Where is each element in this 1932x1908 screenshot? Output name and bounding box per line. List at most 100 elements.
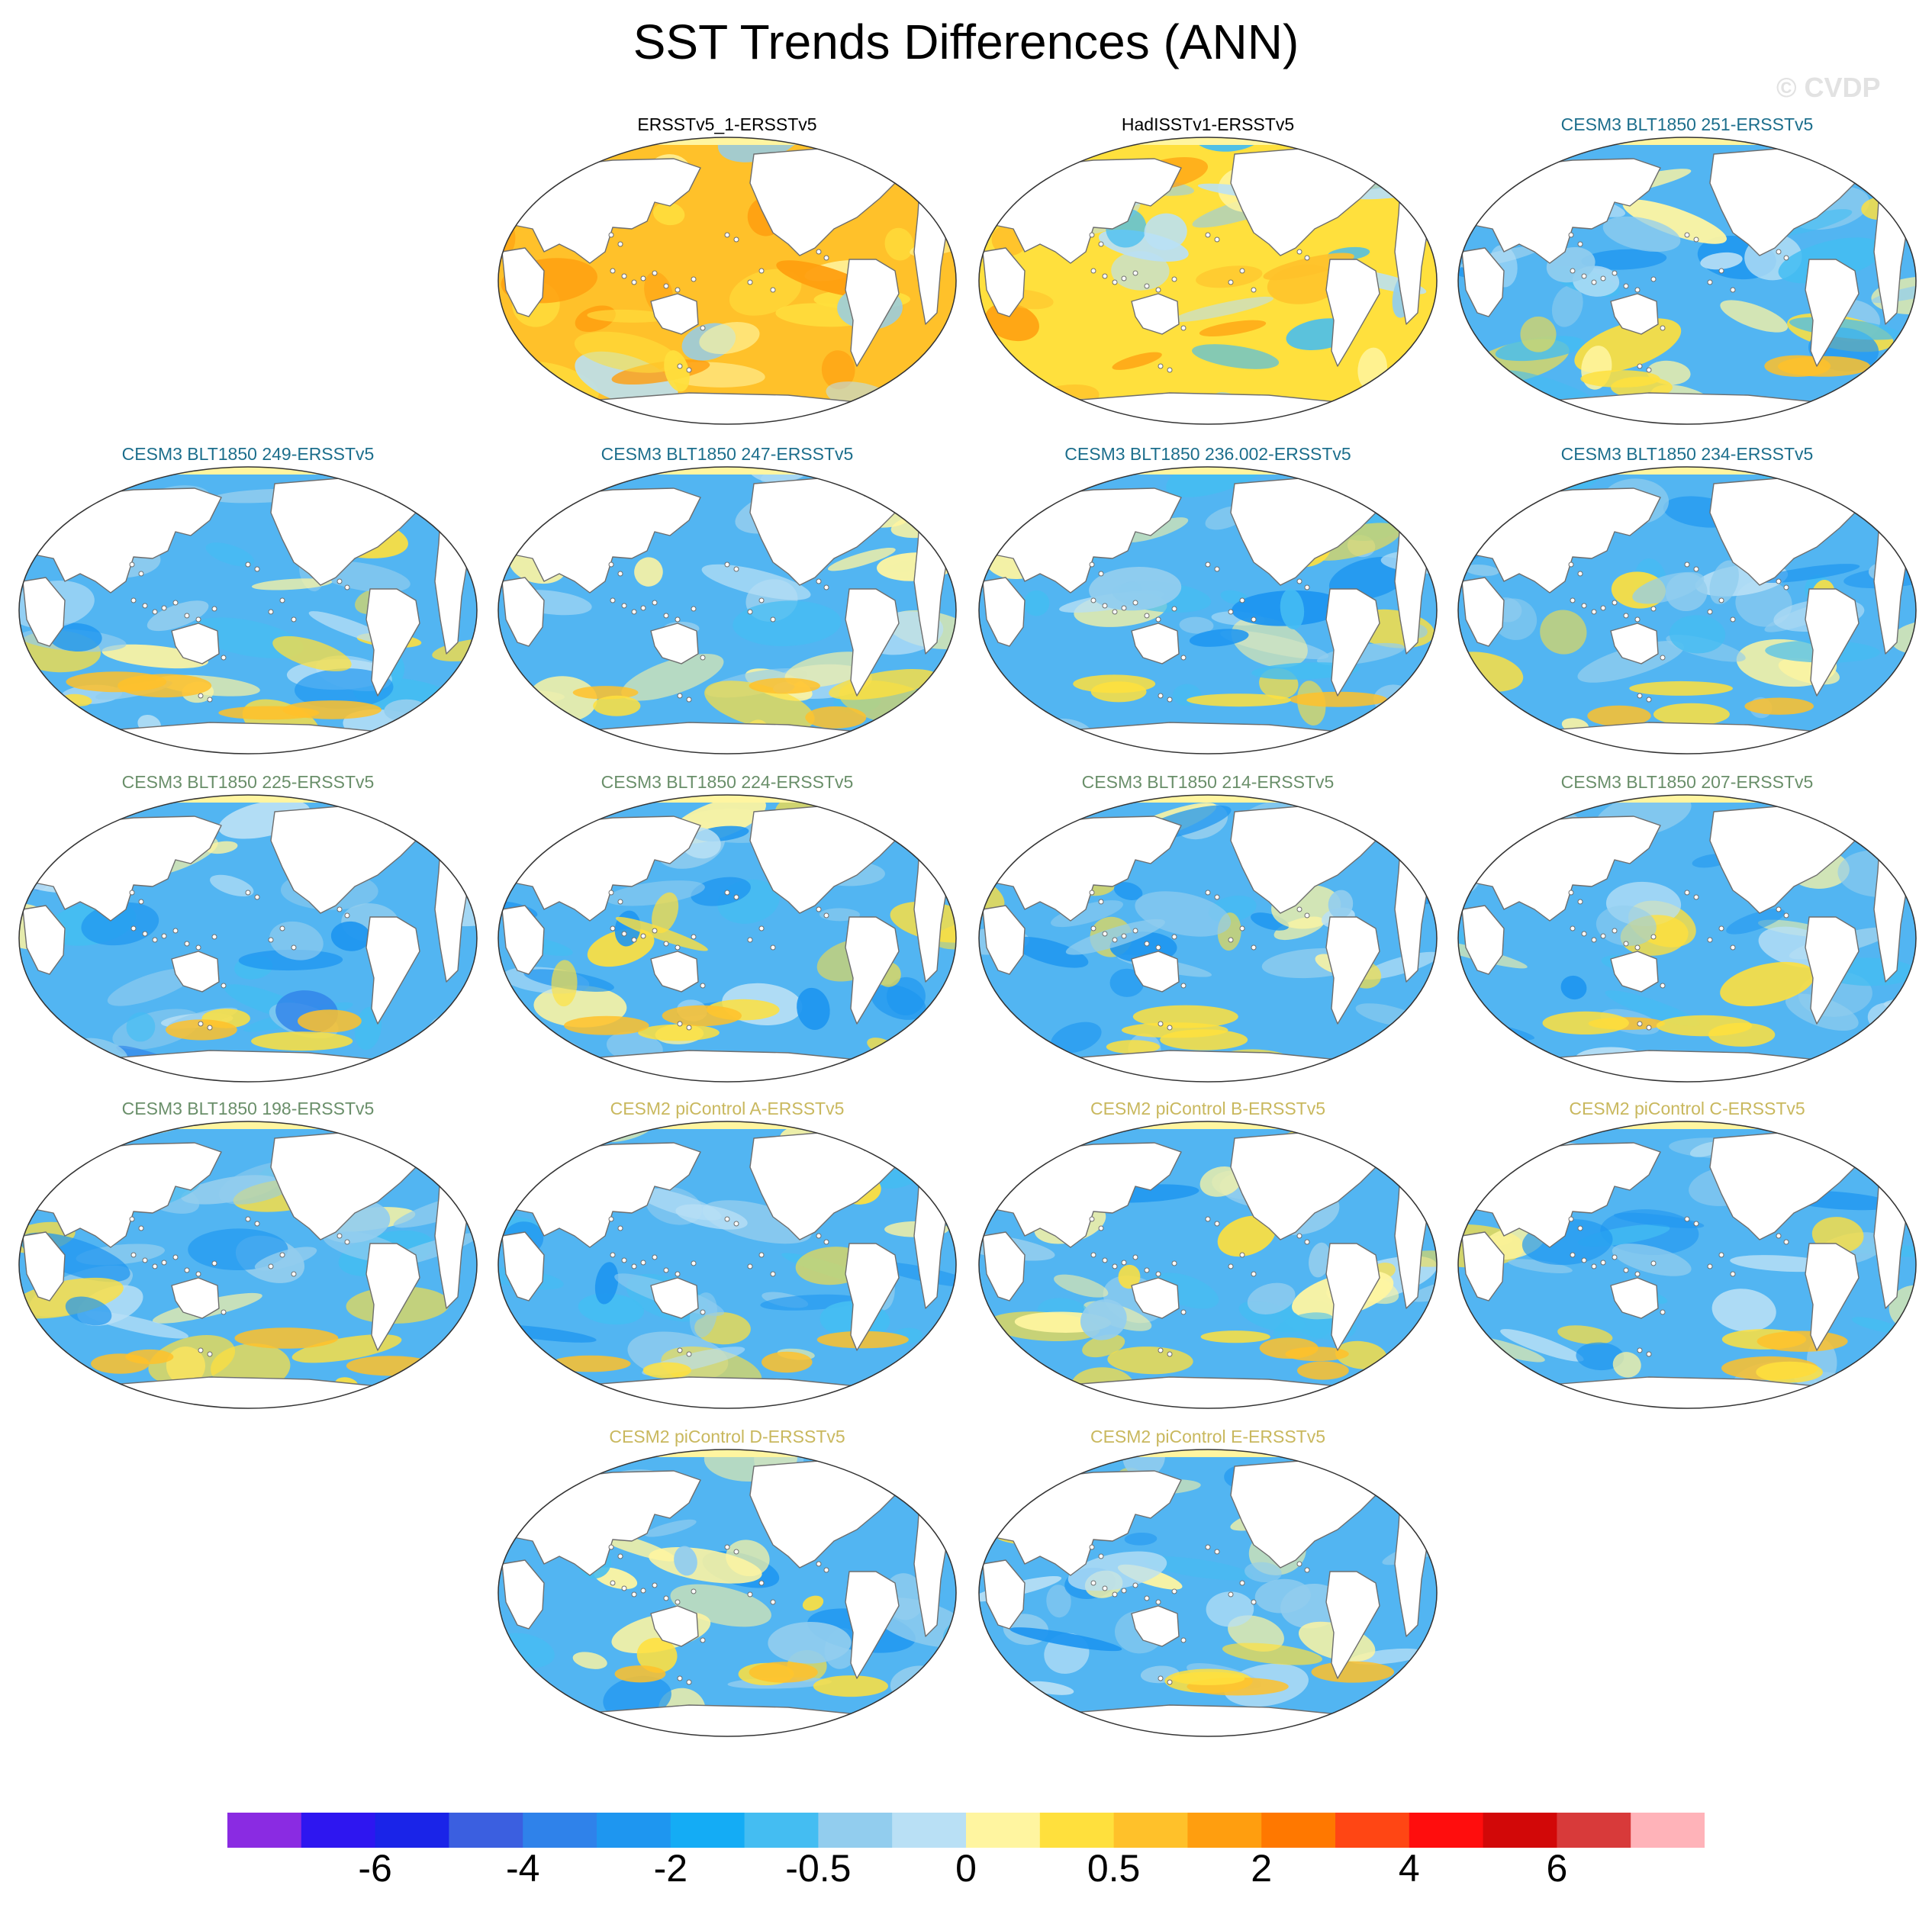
sst-contour-patch <box>802 1595 824 1611</box>
island <box>1581 603 1587 609</box>
sst-contour-patch <box>797 987 830 1030</box>
world-map <box>18 1121 478 1409</box>
page-title: SST Trends Differences (ANN) <box>633 14 1299 69</box>
land-mass <box>365 1243 420 1351</box>
island <box>677 1675 683 1681</box>
island <box>1214 894 1220 900</box>
island <box>1155 616 1161 623</box>
sst-contour-patch <box>768 1621 852 1664</box>
island <box>816 578 822 584</box>
land-mass <box>365 916 420 1025</box>
sst-contour-patch <box>1082 1334 1125 1358</box>
colorbar-labels: -6 -4 -2 -0.5 0 0.5 2 4 6 <box>0 1846 1932 1900</box>
land-mass <box>501 1559 545 1630</box>
island <box>336 1233 343 1239</box>
colorbar-segment <box>1409 1813 1484 1848</box>
island <box>1581 931 1587 937</box>
sst-contour-patch <box>1328 890 1354 919</box>
island <box>1304 912 1310 919</box>
sst-contour-patch <box>1709 560 1739 605</box>
island <box>617 571 623 577</box>
island <box>747 937 753 943</box>
sst-contour-patch <box>52 1080 98 1089</box>
sst-contour-patch <box>587 309 668 323</box>
map-outline <box>978 137 1438 425</box>
colorbar-tick-label: 2 <box>1251 1847 1273 1890</box>
sst-contour-patch <box>1677 430 1717 432</box>
world-map <box>497 137 957 425</box>
sst-contour-patch <box>1851 1317 1901 1334</box>
land-mass <box>982 577 1026 647</box>
island <box>1251 616 1257 623</box>
sst-contour-patch <box>842 1729 892 1736</box>
sst-contour-patch <box>1189 629 1249 647</box>
island <box>1570 268 1576 274</box>
sst-contour-patch <box>704 681 815 732</box>
land-mass <box>501 905 545 975</box>
island <box>195 1271 201 1277</box>
panel-title: CESM3 BLT1850 214-ERSSTv5 <box>1081 772 1335 792</box>
island <box>1132 1254 1138 1260</box>
map-panel: CESM3 BLT1850 236.002-ERSSTv5 <box>975 444 1441 764</box>
island <box>675 944 681 951</box>
map-panel: CESM3 BLT1850 224-ERSSTv5 <box>494 772 960 1092</box>
sst-warm-band <box>1542 1011 1629 1034</box>
island <box>1623 941 1629 947</box>
island <box>221 1309 227 1315</box>
island <box>816 906 822 912</box>
land-mass <box>982 1559 1026 1630</box>
sst-contour-patch <box>861 137 956 158</box>
sst-contour-patch <box>1172 296 1274 323</box>
land-mass <box>845 1243 900 1351</box>
island <box>1570 1252 1576 1258</box>
sst-contour-patch <box>1596 905 1657 946</box>
island <box>610 925 616 931</box>
island <box>207 697 213 703</box>
sst-warm-band <box>166 1019 237 1041</box>
sst-contour-patch <box>504 1466 537 1490</box>
sst-contour-patch <box>1469 1044 1502 1061</box>
panel-title: CESM3 BLT1850 207-ERSSTv5 <box>1560 772 1814 792</box>
arctic-rim <box>19 1121 477 1129</box>
island <box>700 983 706 989</box>
world-map <box>1457 1121 1917 1409</box>
island <box>129 561 135 568</box>
sst-contour-patch <box>40 731 96 747</box>
colorbar <box>227 1813 1705 1848</box>
land-mass <box>1805 916 1860 1025</box>
island <box>608 232 614 238</box>
island <box>1251 1271 1257 1277</box>
island <box>1296 906 1302 912</box>
island <box>1167 1025 1173 1031</box>
island <box>129 1216 135 1222</box>
sst-contour-patch <box>1354 467 1381 503</box>
island <box>221 983 227 989</box>
world-map <box>978 794 1438 1083</box>
island <box>1171 1260 1177 1266</box>
island <box>1180 1309 1187 1315</box>
colorbar-segment <box>818 1813 893 1848</box>
arctic-rim <box>19 795 477 803</box>
island <box>691 1588 697 1594</box>
land-mass <box>1131 1277 1180 1319</box>
island <box>652 1582 658 1588</box>
sst-contour-patch <box>1023 590 1050 616</box>
sst-contour-patch <box>1410 795 1437 835</box>
colorbar-segment <box>1039 1813 1115 1848</box>
island <box>184 1267 190 1273</box>
island <box>770 616 776 623</box>
sst-contour-patch <box>1541 1070 1566 1082</box>
sst-contour-patch <box>1669 615 1726 654</box>
land-mass <box>845 588 900 697</box>
sst-contour-patch <box>1396 1343 1421 1390</box>
island <box>130 1252 137 1258</box>
sst-contour-patch <box>1508 1259 1573 1274</box>
island <box>268 609 274 615</box>
map-panel: CESM3 BLT1850 225-ERSSTv5 <box>15 772 481 1092</box>
sst-contour-patch <box>1109 968 1145 997</box>
island <box>1707 609 1713 615</box>
island <box>724 1544 730 1550</box>
island <box>1707 279 1713 285</box>
sst-contour-patch <box>205 542 255 567</box>
island <box>1239 1252 1245 1258</box>
